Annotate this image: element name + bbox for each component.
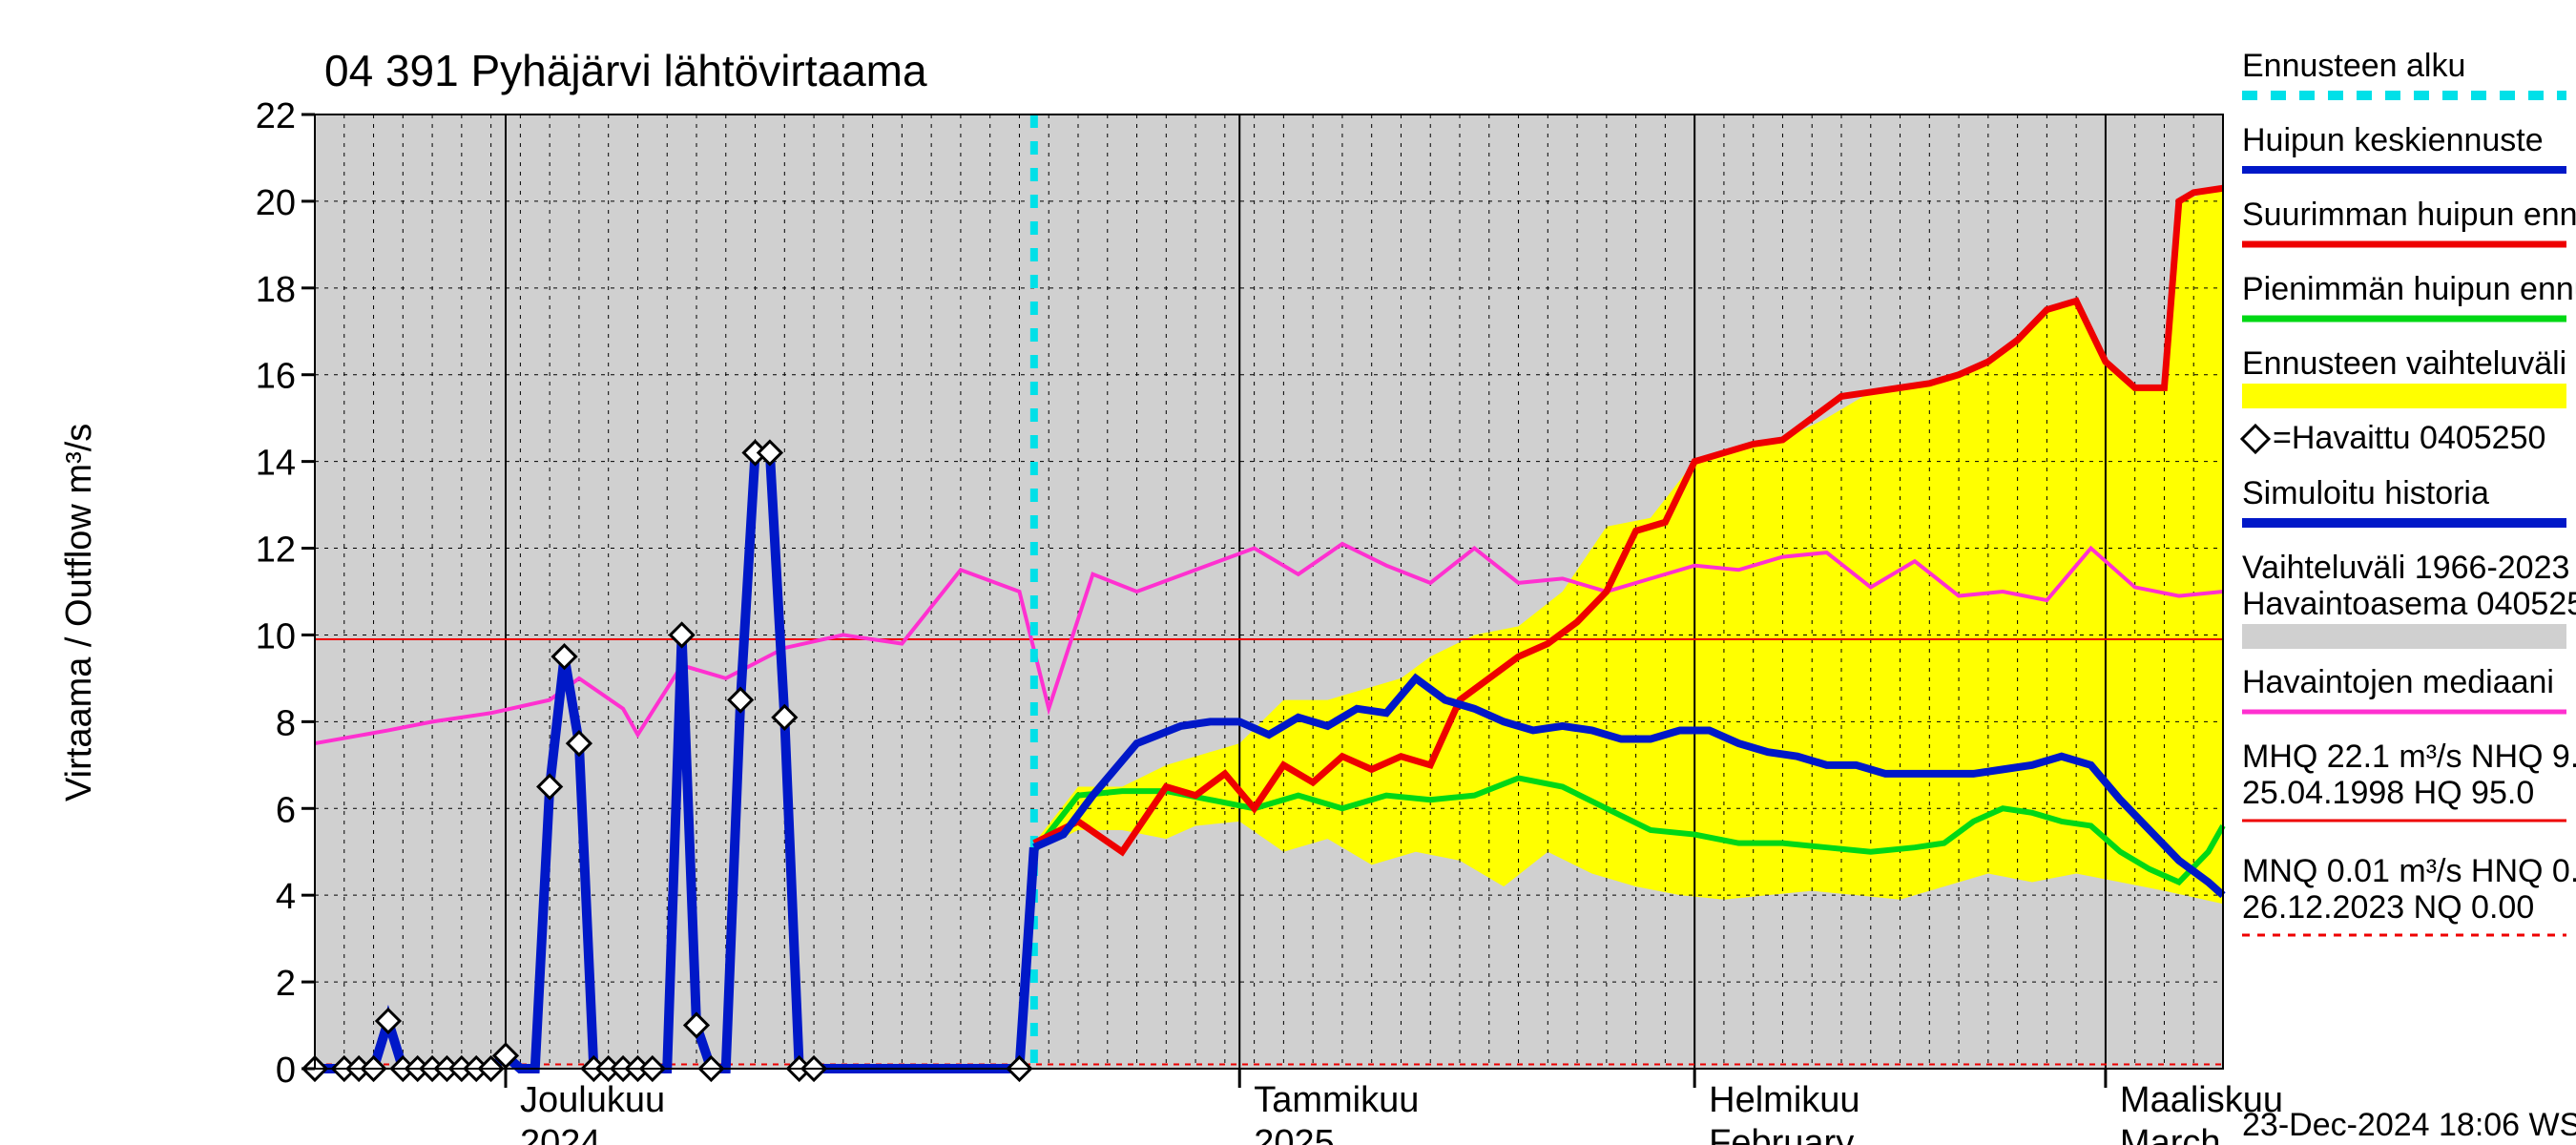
legend-item-mnq: MNQ 0.01 m³/s HNQ 0.1026.12.2023 NQ 0.00 xyxy=(2242,853,2576,935)
xtick-label-top: Tammikuu xyxy=(1254,1080,1419,1120)
legend-label: Huipun keskiennuste xyxy=(2242,122,2544,158)
ytick-label: 16 xyxy=(256,357,296,397)
legend-label: Ennusteen alku xyxy=(2242,48,2465,84)
xtick-label-bot: March xyxy=(2120,1123,2221,1145)
ytick-label: 18 xyxy=(256,270,296,310)
ytick-label: 0 xyxy=(276,1051,296,1091)
ytick-label: 2 xyxy=(276,964,296,1004)
legend-label: Ennusteen vaihteluväli xyxy=(2242,345,2566,382)
legend-label: Vaihteluväli 1966-2023 xyxy=(2242,550,2569,586)
xtick-label-top: Joulukuu xyxy=(520,1080,665,1120)
ytick-label: 20 xyxy=(256,183,296,223)
xtick-label-bot: February xyxy=(1709,1123,1854,1145)
legend-sample xyxy=(2242,384,2566,408)
legend-sample xyxy=(2242,624,2566,649)
legend-label: =Havaittu 0405250 xyxy=(2273,420,2545,456)
legend-label: Havaintojen mediaani xyxy=(2242,664,2554,700)
ytick-label: 10 xyxy=(256,616,296,656)
legend-item-mhq: MHQ 22.1 m³/s NHQ 9.925.04.1998 HQ 95.0 xyxy=(2242,739,2576,821)
legend-sublabel: Havaintoasema 0405250 xyxy=(2242,586,2576,622)
legend-label: Pienimmän huipun ennuste xyxy=(2242,271,2576,307)
legend-sublabel: 25.04.1998 HQ 95.0 xyxy=(2242,775,2534,811)
ytick-label: 8 xyxy=(276,703,296,743)
legend-sublabel: 26.12.2023 NQ 0.00 xyxy=(2242,889,2534,926)
chart-svg: 0 2 4 6 8 10 12 14 16 18 20 22 Joulukuu 2024 Tammikuu 2… xyxy=(0,0,2576,1145)
xtick-label-top: Helmikuu xyxy=(1709,1080,1859,1120)
legend-label: MNQ 0.01 m³/s HNQ 0.10 xyxy=(2242,853,2576,889)
ytick-label: 12 xyxy=(256,531,296,571)
legend-label: Simuloitu historia xyxy=(2242,475,2489,511)
legend-item-range: Ennusteen vaihteluväli xyxy=(2242,345,2566,408)
legend-label: MHQ 22.1 m³/s NHQ 9.9 xyxy=(2242,739,2576,775)
legend-item-hist-range: Vaihteluväli 1966-2023 Havaintoasema 040… xyxy=(2242,550,2576,649)
legend-item-observed: =Havaittu 0405250 xyxy=(2242,420,2545,456)
chart-title: 04 391 Pyhäjärvi lähtövirtaama xyxy=(324,46,927,95)
ytick-label: 14 xyxy=(256,444,296,484)
xtick-label-bot: 2025 xyxy=(1254,1123,1335,1145)
xtick-label-bot: 2024 xyxy=(520,1123,601,1145)
legend-label: Suurimman huipun ennuste xyxy=(2242,197,2576,233)
ytick-label: 22 xyxy=(256,96,296,136)
chart-footer: 23-Dec-2024 18:06 WSFS-O xyxy=(2242,1107,2576,1143)
chart-container: 0 2 4 6 8 10 12 14 16 18 20 22 Joulukuu 2024 Tammikuu 2… xyxy=(0,0,2576,1145)
ytick-label: 6 xyxy=(276,790,296,830)
ytick-label: 4 xyxy=(276,877,296,917)
y-axis-label: Virtaama / Outflow m³/s xyxy=(59,424,99,802)
